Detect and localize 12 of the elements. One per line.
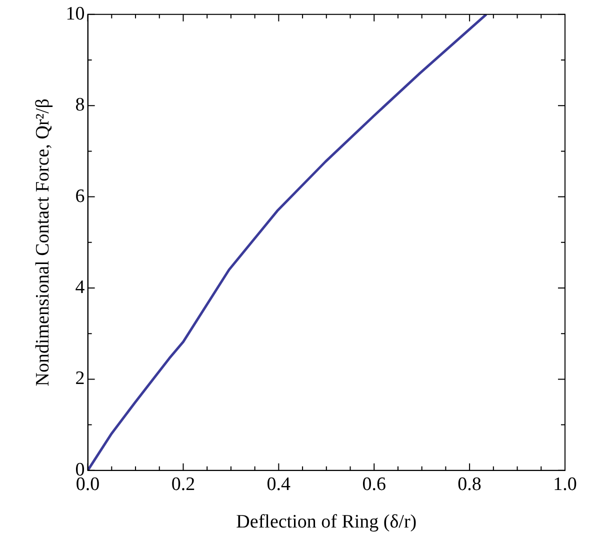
x-tick-label: 0.2 xyxy=(171,474,196,495)
x-tick-label: 0.4 xyxy=(266,474,292,495)
y-tick-label: 2 xyxy=(75,368,85,390)
y-tick-label: 10 xyxy=(66,3,85,24)
y-tick-label: 6 xyxy=(75,186,85,207)
y-tick-label: 4 xyxy=(75,276,86,298)
x-axis-title: Deflection of Ring (δ/r) xyxy=(236,512,417,533)
y-tick-label: 8 xyxy=(75,94,85,116)
x-tick-label: 0.6 xyxy=(362,474,386,495)
y-axis-title: Nondimensional Contact Force, Qr²/β xyxy=(32,98,54,386)
x-tick-label: 1.0 xyxy=(553,474,577,495)
x-tick-label: 0.8 xyxy=(458,474,482,495)
